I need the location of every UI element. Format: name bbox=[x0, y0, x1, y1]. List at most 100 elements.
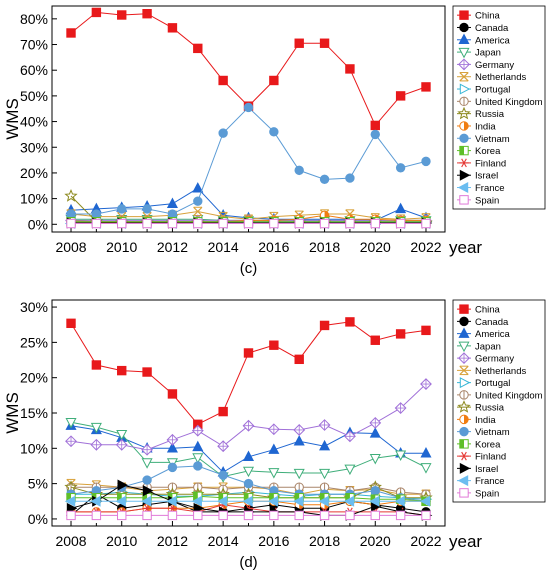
legend-item: Finland bbox=[457, 452, 506, 463]
data-point bbox=[319, 38, 330, 48]
data-point bbox=[242, 466, 255, 478]
data-point bbox=[218, 75, 228, 86]
legend-marker bbox=[458, 341, 470, 353]
data-point bbox=[218, 406, 228, 417]
data-point bbox=[344, 430, 356, 443]
legend-label: Canada bbox=[475, 317, 509, 328]
data-point bbox=[420, 463, 432, 474]
marker-part bbox=[345, 493, 350, 502]
data-point bbox=[294, 165, 304, 176]
data-point bbox=[395, 510, 406, 521]
legend-item: Russia bbox=[457, 106, 505, 120]
data-point bbox=[243, 348, 254, 358]
marker-part bbox=[218, 493, 224, 502]
legend-item: Portugal bbox=[457, 377, 510, 389]
data-point bbox=[117, 204, 127, 214]
legend-label: United Kingdom bbox=[475, 390, 543, 401]
series-spain bbox=[66, 510, 431, 521]
legend-item: Finland bbox=[457, 158, 506, 169]
data-point bbox=[242, 419, 255, 432]
legend-item: United Kingdom bbox=[457, 96, 543, 108]
data-point bbox=[242, 495, 253, 507]
data-point bbox=[395, 202, 407, 214]
marker-part bbox=[244, 493, 249, 502]
legend-item: Korea bbox=[457, 145, 501, 157]
data-point bbox=[294, 482, 304, 492]
x-tick-label: 2012 bbox=[157, 533, 188, 549]
x-axis-label: year bbox=[449, 532, 482, 551]
data-point bbox=[167, 218, 178, 229]
data-point bbox=[370, 129, 380, 140]
data-point bbox=[65, 417, 77, 429]
data-point bbox=[166, 442, 178, 453]
data-point bbox=[115, 495, 126, 507]
data-point bbox=[420, 446, 432, 458]
x-tick-label: 2010 bbox=[106, 239, 137, 255]
legend-item: Korea bbox=[457, 439, 501, 450]
legend-item: Japan bbox=[457, 48, 501, 59]
legend-label: India bbox=[475, 415, 496, 426]
legend-label: China bbox=[475, 11, 501, 22]
legend-item: Netherlands bbox=[457, 365, 526, 377]
legend-label: United Kingdom bbox=[475, 97, 543, 108]
data-point bbox=[167, 23, 178, 33]
data-point bbox=[267, 495, 279, 507]
legend-label: China bbox=[475, 305, 501, 316]
data-point bbox=[91, 218, 102, 229]
legend-label: America bbox=[475, 329, 511, 340]
x-tick-label: 2014 bbox=[208, 533, 239, 549]
legend-item: India bbox=[457, 414, 496, 426]
data-point bbox=[369, 416, 382, 429]
data-point bbox=[193, 502, 205, 514]
data-point bbox=[167, 482, 178, 492]
data-point bbox=[192, 440, 204, 452]
legend-marker bbox=[458, 58, 470, 71]
y-tick-label: 70% bbox=[20, 37, 48, 53]
data-point bbox=[269, 75, 279, 86]
legend-item: Russia bbox=[457, 400, 505, 414]
data-point bbox=[117, 10, 127, 20]
marker-part bbox=[459, 439, 464, 449]
data-point bbox=[115, 438, 128, 451]
data-point bbox=[117, 218, 127, 229]
legend-marker bbox=[459, 96, 469, 107]
data-point bbox=[90, 438, 103, 451]
legend-label: Finland bbox=[475, 158, 506, 169]
data-point bbox=[395, 450, 407, 461]
panel-c-chart: 0% 10% 20% 30% 40% 50% 60% 70% 80% 2008 2010 2012 20… bbox=[3, 5, 546, 277]
legend-label: Portugal bbox=[475, 85, 510, 96]
legend-label: France bbox=[475, 476, 505, 487]
data-point bbox=[91, 360, 102, 370]
legend-item: Germany bbox=[457, 58, 514, 71]
data-point bbox=[293, 468, 305, 480]
legend-marker bbox=[459, 133, 469, 143]
data-point bbox=[421, 156, 431, 167]
y-tick-label: 60% bbox=[20, 62, 48, 78]
legend-label: Russia bbox=[475, 109, 505, 120]
data-point bbox=[268, 443, 280, 454]
data-point bbox=[243, 218, 254, 229]
data-point bbox=[64, 495, 76, 507]
legend-marker bbox=[457, 182, 469, 194]
y-axis-label: WMS bbox=[3, 392, 22, 434]
data-point bbox=[117, 510, 127, 521]
marker-part bbox=[464, 415, 469, 424]
data-point bbox=[66, 502, 78, 514]
legend-marker bbox=[459, 365, 469, 376]
x-tick-label: 2016 bbox=[258, 533, 289, 549]
marker-part bbox=[459, 365, 469, 375]
legend-marker bbox=[459, 426, 469, 437]
data-point bbox=[90, 495, 101, 507]
data-point bbox=[142, 367, 152, 377]
x-tick-label: 2018 bbox=[309, 239, 340, 255]
legend-label: Japan bbox=[475, 48, 501, 59]
marker-part bbox=[193, 206, 203, 217]
legend-item: Canada bbox=[457, 316, 509, 328]
legend-marker bbox=[457, 400, 471, 413]
legend-label: Netherlands bbox=[475, 72, 526, 83]
series-china bbox=[66, 317, 431, 430]
legend-item: Japan bbox=[457, 341, 501, 352]
data-point bbox=[294, 510, 304, 521]
legend-item: China bbox=[457, 10, 501, 22]
